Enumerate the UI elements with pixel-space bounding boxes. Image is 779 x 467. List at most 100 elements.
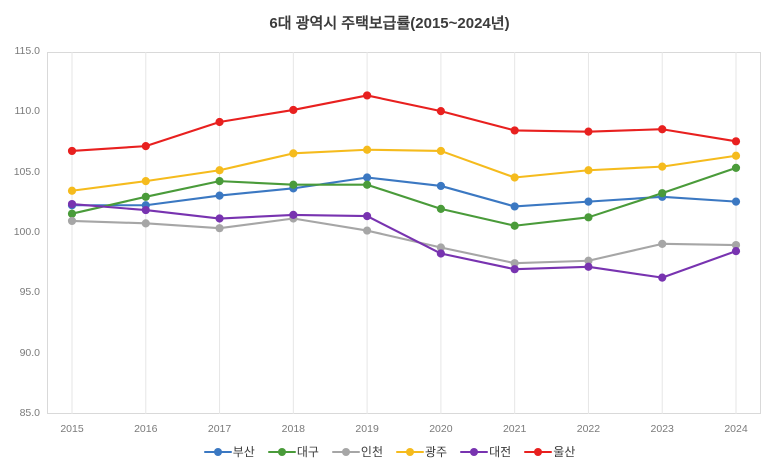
data-point[interactable] — [363, 180, 372, 189]
data-point[interactable] — [436, 181, 445, 191]
y-axis-tick-label: 105.0 — [13, 165, 40, 178]
data-point[interactable] — [436, 204, 445, 213]
data-point[interactable] — [363, 173, 372, 182]
data-point[interactable] — [731, 163, 741, 172]
plot-area — [47, 52, 761, 414]
data-point[interactable] — [289, 105, 298, 115]
legend-item-대구[interactable]: 대구 — [267, 443, 319, 460]
data-point[interactable] — [584, 127, 593, 136]
data-point[interactable] — [141, 219, 150, 228]
legend-swatch-icon — [396, 446, 424, 458]
x-axis-tick-label: 2016 — [134, 423, 158, 435]
data-point[interactable] — [658, 273, 667, 282]
plot-svg — [47, 52, 761, 414]
data-point[interactable] — [731, 137, 741, 146]
data-point[interactable] — [215, 177, 224, 186]
legend-label: 인천 — [360, 445, 383, 459]
x-axis-tick-label: 2024 — [724, 423, 748, 435]
x-axis-tick-label: 2020 — [429, 423, 453, 435]
data-point[interactable] — [289, 149, 298, 158]
data-point[interactable] — [363, 226, 372, 235]
data-point[interactable] — [584, 213, 593, 222]
x-axis-tick-label: 2021 — [502, 423, 527, 435]
y-axis-tick-label: 100.0 — [13, 226, 40, 238]
series-line-인천 — [70, 217, 738, 265]
legend-label: 울산 — [553, 445, 576, 459]
x-axis-tick-label: 2015 — [60, 423, 84, 435]
series-line-대전 — [70, 202, 738, 279]
legend-swatch-icon — [331, 446, 360, 458]
data-point[interactable] — [141, 205, 150, 215]
legend-label: 부산 — [232, 445, 255, 459]
y-axis-tick-label: 90.0 — [19, 346, 40, 359]
data-point[interactable] — [67, 186, 77, 195]
data-point[interactable] — [510, 202, 519, 211]
data-point[interactable] — [731, 197, 741, 206]
data-point[interactable] — [731, 240, 741, 250]
data-point[interactable] — [215, 166, 224, 175]
data-point[interactable] — [510, 126, 519, 135]
data-point[interactable] — [141, 177, 150, 186]
data-point[interactable] — [141, 192, 150, 201]
x-axis-tick-label: 2017 — [207, 423, 232, 435]
legend-swatch-icon — [267, 446, 296, 458]
data-point[interactable] — [215, 214, 224, 223]
data-point[interactable] — [436, 146, 445, 156]
data-point[interactable] — [141, 142, 150, 151]
plot-border — [47, 52, 761, 414]
legend-item-대전[interactable]: 대전 — [460, 443, 511, 460]
data-point[interactable] — [215, 117, 224, 127]
y-axis-tick-label: 85.0 — [19, 407, 40, 419]
data-point[interactable] — [436, 243, 445, 252]
data-point[interactable] — [289, 210, 298, 219]
data-point[interactable] — [510, 259, 519, 268]
y-axis-tick-label: 115.0 — [14, 45, 41, 57]
data-point[interactable] — [584, 166, 593, 175]
data-point[interactable] — [67, 209, 77, 218]
data-point[interactable] — [363, 145, 372, 154]
legend-swatch-icon — [203, 446, 232, 458]
data-point[interactable] — [584, 256, 593, 265]
legend-swatch-icon — [460, 446, 489, 458]
data-point[interactable] — [584, 197, 593, 206]
data-point[interactable] — [658, 189, 667, 198]
data-point[interactable] — [67, 146, 77, 156]
legend-item-울산[interactable]: 울산 — [524, 443, 575, 460]
legend-item-인천[interactable]: 인천 — [331, 443, 383, 460]
y-axis-tick-label: 95.0 — [19, 286, 40, 299]
data-point[interactable] — [67, 199, 77, 209]
legend-label: 대구 — [296, 445, 319, 459]
data-point[interactable] — [289, 180, 298, 189]
data-point[interactable] — [363, 91, 372, 100]
data-point[interactable] — [731, 151, 741, 160]
legend-item-광주[interactable]: 광주 — [396, 443, 447, 460]
data-point[interactable] — [658, 162, 667, 171]
y-axis-tick-label: 110.0 — [14, 105, 41, 118]
data-point[interactable] — [658, 125, 667, 134]
data-point[interactable] — [510, 173, 519, 182]
data-point[interactable] — [436, 249, 445, 258]
series-line-대구 — [70, 166, 738, 227]
data-point[interactable] — [731, 247, 741, 256]
data-point[interactable] — [584, 262, 593, 271]
x-axis-tick-label: 2019 — [355, 423, 379, 435]
series-line-울산 — [70, 94, 738, 152]
chart-title: 6대 광역시 주택보급률(2015~2024년) — [269, 15, 510, 32]
series-line-부산 — [70, 176, 738, 208]
data-point[interactable] — [510, 265, 519, 274]
data-point[interactable] — [658, 239, 667, 248]
chart-legend: 부산 대구 인천 광주 대전 울산 — [0, 443, 779, 460]
legend-label: 광주 — [425, 445, 448, 459]
data-point[interactable] — [215, 224, 224, 233]
x-axis-tick-label: 2022 — [576, 423, 601, 435]
x-axis-tick-label: 2018 — [281, 423, 305, 435]
data-point[interactable] — [67, 216, 77, 226]
legend-swatch-icon — [524, 446, 553, 458]
data-point[interactable] — [363, 212, 372, 221]
data-point[interactable] — [510, 221, 519, 230]
legend-item-부산[interactable]: 부산 — [203, 443, 255, 460]
data-point[interactable] — [436, 107, 445, 116]
series-line-광주 — [70, 148, 738, 192]
data-point[interactable] — [215, 191, 224, 200]
